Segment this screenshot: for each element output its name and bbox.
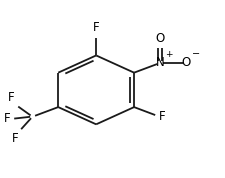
Text: O: O [155,32,164,45]
Text: N: N [155,56,164,69]
Text: O: O [180,56,189,69]
Text: F: F [92,21,99,34]
Text: −: − [191,49,199,59]
Text: +: + [165,49,172,59]
Text: F: F [11,132,18,145]
Text: F: F [4,112,10,125]
Text: F: F [8,91,15,104]
Text: F: F [158,110,165,123]
